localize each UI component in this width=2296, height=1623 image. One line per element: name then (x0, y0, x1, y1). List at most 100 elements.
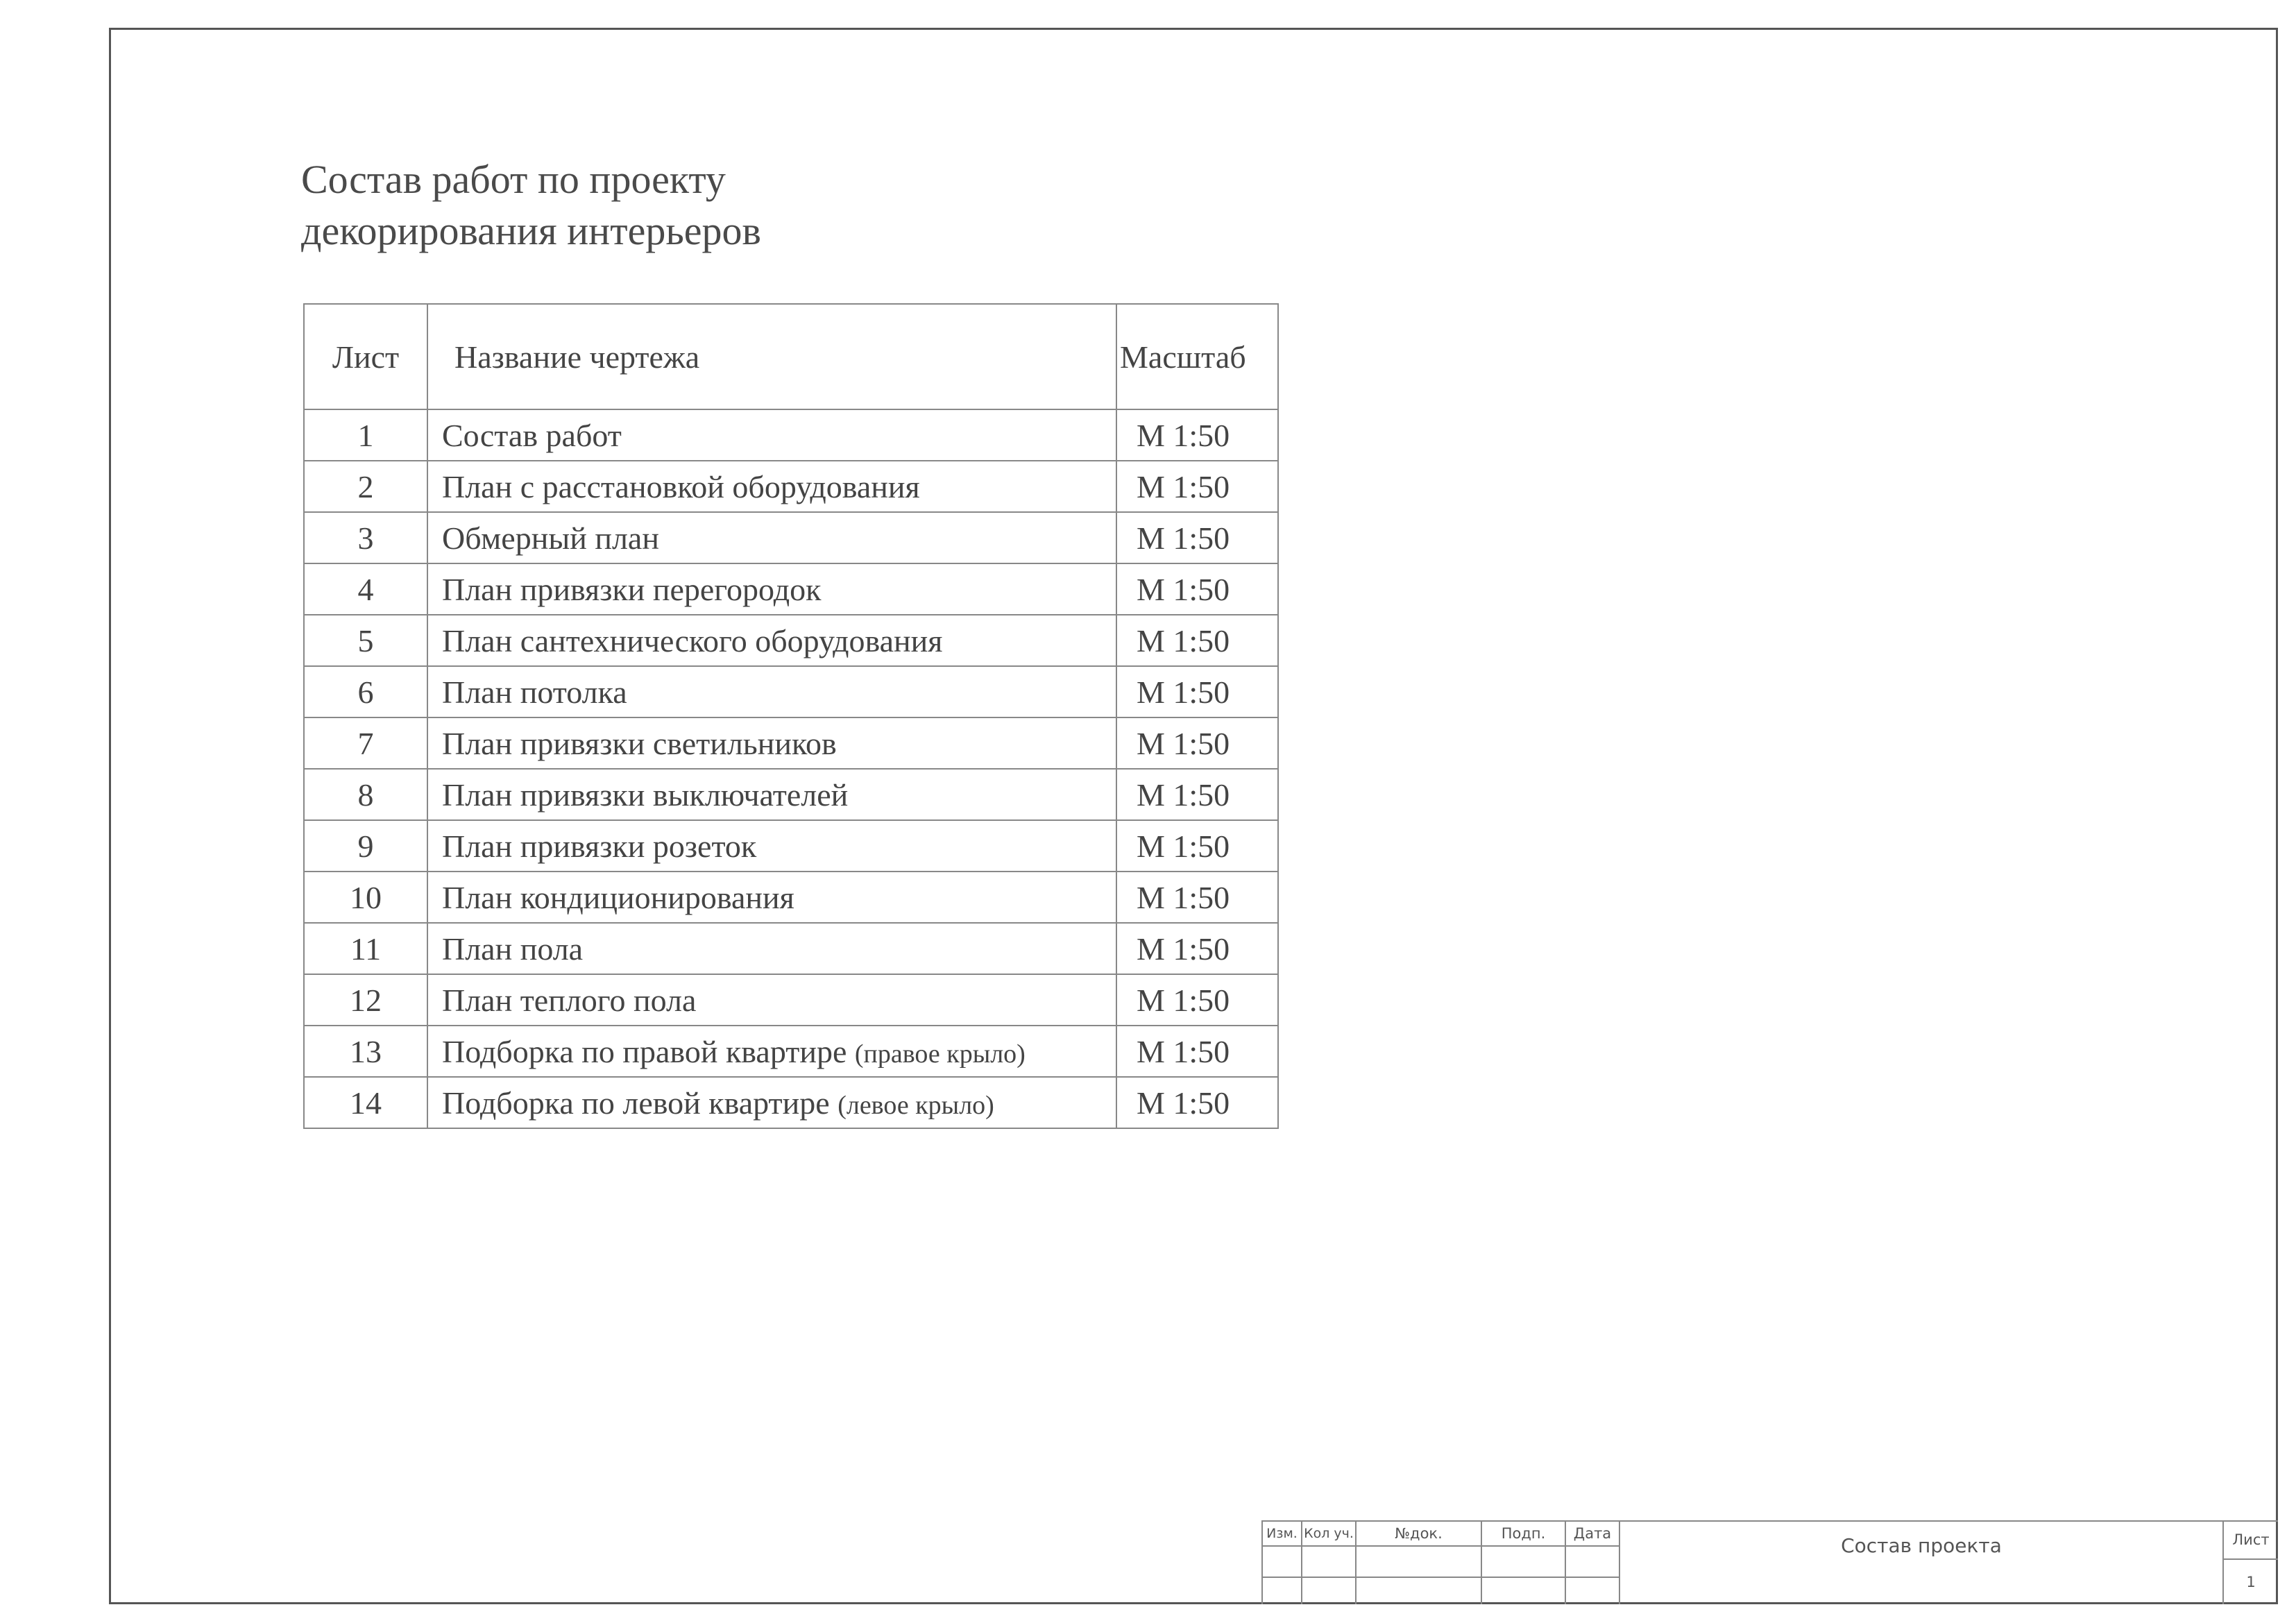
table-row: 9 План привязки розеток М 1:50 (303, 819, 1279, 872)
sheet-number: 10 (303, 871, 428, 924)
table-row: 3 Обмерный план М 1:50 (303, 511, 1279, 564)
sheet-number: 12 (303, 974, 428, 1026)
drawing-name-cell: Состав работ (427, 409, 1117, 461)
drawing-scale: М 1:50 (1116, 409, 1279, 461)
drawing-name-cell: План сантехнического оборудования (427, 614, 1117, 667)
drawing-name: План с расстановкой оборудования (442, 468, 920, 504)
drawing-note: (правое крыло) (854, 1039, 1026, 1069)
drawing-name-cell: Подборка по правой квартире (правое крыл… (427, 1025, 1117, 1078)
drawing-name-cell: План привязки светильников (427, 717, 1117, 770)
sheet-number: 5 (303, 614, 428, 667)
drawing-name-cell: План привязки розеток (427, 819, 1117, 872)
tb-header-doc: №док. (1355, 1520, 1481, 1545)
drawing-scale: М 1:50 (1116, 922, 1279, 975)
table-header-row: Лист Название чертежа Масштаб (303, 303, 1279, 410)
table-row: 10 План кондиционирования М 1:50 (303, 871, 1279, 924)
drawing-name-cell: Подборка по левой квартире (левое крыло) (427, 1076, 1117, 1129)
table-row: 4 План привязки перегородок М 1:50 (303, 563, 1279, 615)
drawing-name: Обмерный план (442, 520, 659, 556)
drawing-scale: М 1:50 (1116, 974, 1279, 1026)
drawing-scale: М 1:50 (1116, 665, 1279, 718)
tb-header-kol: Кол уч. (1301, 1520, 1355, 1545)
sheet-number: 14 (303, 1076, 428, 1129)
table-row: 13 Подборка по правой квартире (правое кр… (303, 1025, 1279, 1078)
sheet-number: 13 (303, 1025, 428, 1078)
drawing-name: План привязки светильников (442, 725, 837, 761)
tb-cell (1481, 1577, 1565, 1604)
drawing-name: План привязки розеток (442, 828, 757, 864)
header-name: Название чертежа (427, 303, 1117, 410)
drawing-scale: М 1:50 (1116, 768, 1279, 821)
title-line-2: декорирования интерьеров (301, 208, 761, 253)
tb-sheet-label: Лист (2222, 1520, 2278, 1558)
tb-cell (1565, 1545, 1619, 1577)
drawing-scale: М 1:50 (1116, 1025, 1279, 1078)
tb-cell (1355, 1545, 1481, 1577)
drawing-scale: М 1:50 (1116, 819, 1279, 872)
tb-cell (1565, 1577, 1619, 1604)
drawing-name: План привязки перегородок (442, 571, 822, 607)
sheet-number: 2 (303, 460, 428, 513)
sheet-number: 7 (303, 717, 428, 770)
sheet-number: 4 (303, 563, 428, 615)
table-row: 6 План потолка М 1:50 (303, 665, 1279, 718)
drawing-scale: М 1:50 (1116, 717, 1279, 770)
tb-cell (1261, 1545, 1301, 1577)
drawing-name-cell: План потолка (427, 665, 1117, 718)
header-sheet: Лист (303, 303, 428, 410)
table-row: 14 Подборка по левой квартире (левое крыл… (303, 1076, 1279, 1129)
tb-cell (1301, 1577, 1355, 1604)
drawing-name: План кондиционирования (442, 879, 794, 915)
sheet-number: 9 (303, 819, 428, 872)
table-row: 5 План сантехнического оборудования М 1:50 (303, 614, 1279, 667)
drawing-name: Подборка по правой квартире (442, 1033, 847, 1069)
drawing-frame (109, 28, 2278, 1604)
drawing-scale: М 1:50 (1116, 511, 1279, 564)
tb-header-sign: Подп. (1481, 1520, 1565, 1545)
title-block: Изм. Кол уч. №док. Подп. Дата Состав про… (1261, 1520, 2278, 1604)
table-row: 8 План привязки выключателей М 1:50 (303, 768, 1279, 821)
tb-cell (1261, 1577, 1301, 1604)
sheet-number: 3 (303, 511, 428, 564)
drawing-name-cell: План с расстановкой оборудования (427, 460, 1117, 513)
drawing-name: План привязки выключателей (442, 776, 849, 813)
table-row: 2 План с расстановкой оборудования М 1:50 (303, 460, 1279, 513)
drawing-name-cell: План теплого пола (427, 974, 1117, 1026)
table-row: 1 Состав работ М 1:50 (303, 409, 1279, 461)
drawing-name-cell: План кондиционирования (427, 871, 1117, 924)
drawing-name: План пола (442, 931, 584, 967)
sheet-number: 11 (303, 922, 428, 975)
table-row: 12 План теплого пола М 1:50 (303, 974, 1279, 1026)
tb-header-date: Дата (1565, 1520, 1619, 1545)
tb-cell (1301, 1545, 1355, 1577)
drawing-name-cell: План пола (427, 922, 1117, 975)
sheet-list-table: Лист Название чертежа Масштаб 1 Состав ра… (303, 303, 1279, 1129)
sheet-number: 8 (303, 768, 428, 821)
page-title: Состав работ по проекту декорирования ин… (301, 154, 761, 257)
drawing-name: План потолка (442, 674, 627, 710)
drawing-name: Состав работ (442, 417, 622, 453)
tb-document-name: Состав проекта (1619, 1520, 2222, 1604)
drawing-name-cell: Обмерный план (427, 511, 1117, 564)
drawing-name: Подборка по левой квартире (442, 1085, 830, 1121)
tb-cell (1355, 1577, 1481, 1604)
table-row: 7 План привязки светильников М 1:50 (303, 717, 1279, 770)
tb-header-izm: Изм. (1261, 1520, 1301, 1545)
drawing-name: План сантехнического оборудования (442, 622, 943, 658)
tb-sheet-number: 1 (2222, 1558, 2278, 1604)
tb-cell (1481, 1545, 1565, 1577)
drawing-name-cell: План привязки перегородок (427, 563, 1117, 615)
drawing-name: План теплого пола (442, 982, 697, 1018)
sheet-number: 1 (303, 409, 428, 461)
drawing-scale: М 1:50 (1116, 614, 1279, 667)
title-line-1: Состав работ по проекту (301, 157, 726, 202)
drawing-name-cell: План привязки выключателей (427, 768, 1117, 821)
header-scale: Масштаб (1116, 303, 1279, 410)
drawing-note: (левое крыло) (837, 1090, 994, 1120)
sheet-number: 6 (303, 665, 428, 718)
drawing-scale: М 1:50 (1116, 563, 1279, 615)
table-row: 11 План пола М 1:50 (303, 922, 1279, 975)
drawing-scale: М 1:50 (1116, 460, 1279, 513)
drawing-scale: М 1:50 (1116, 871, 1279, 924)
drawing-scale: М 1:50 (1116, 1076, 1279, 1129)
